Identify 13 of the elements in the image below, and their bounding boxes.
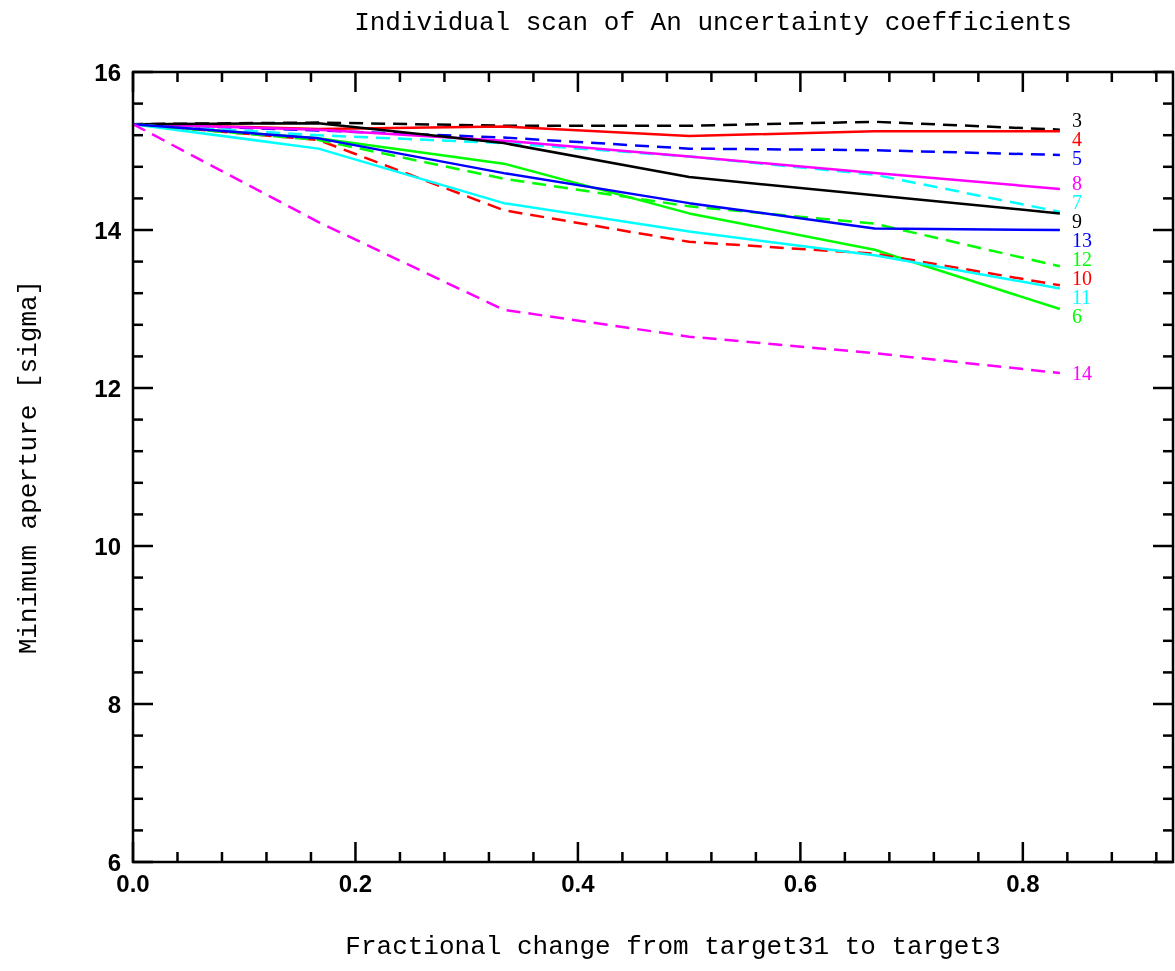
x-tick-label: 0.8 xyxy=(1006,870,1040,897)
y-tick-label: 14 xyxy=(94,217,122,244)
x-tick-label: 0.6 xyxy=(783,870,818,897)
y-tick-label: 8 xyxy=(107,691,121,718)
series-label: 14 xyxy=(1071,361,1092,384)
x-axis-title: Fractional change from target31 to target3 xyxy=(345,932,1001,962)
y-tick-label: 10 xyxy=(94,533,121,560)
chart-title: Individual scan of An uncertainty coefficients xyxy=(354,8,1072,38)
y-tick-label: 12 xyxy=(94,375,121,402)
y-axis-title: Minimum aperture [sigma] xyxy=(14,279,44,655)
x-tick-label: 0.4 xyxy=(561,870,596,897)
x-tick-label: 0.2 xyxy=(338,870,373,897)
y-tick-label: 16 xyxy=(94,59,121,86)
